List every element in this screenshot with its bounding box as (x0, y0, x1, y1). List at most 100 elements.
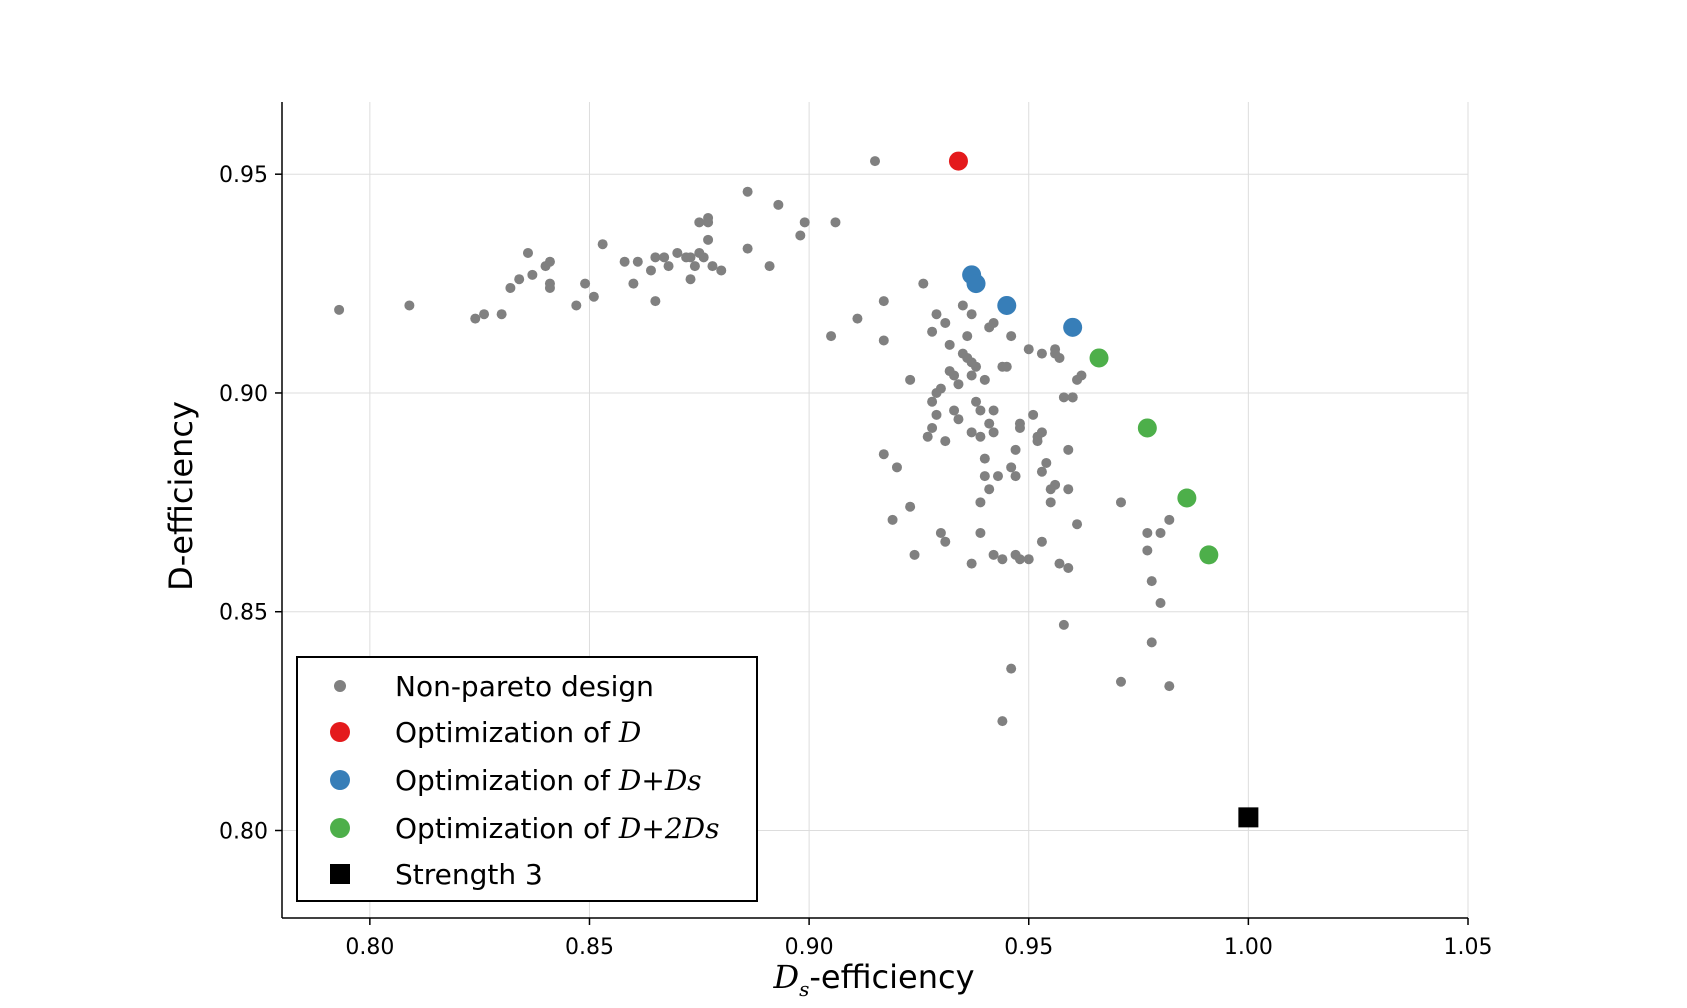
non-pareto-point (1058, 619, 1069, 630)
non-pareto-point (887, 514, 898, 525)
x-tick-label: 0.80 (345, 935, 394, 960)
x-axis-ticks: 0.80 0.85 0.90 0.95 1.00 1.05 (345, 918, 1492, 960)
non-pareto-point (1028, 409, 1039, 420)
legend-label-math: D+2Ds (618, 812, 720, 845)
axes (281, 102, 1468, 919)
non-pareto-point (966, 558, 977, 569)
legend-label: Strength 3 (395, 858, 543, 891)
pareto-point (948, 151, 968, 171)
non-pareto-point (953, 379, 964, 390)
non-pareto-point (988, 405, 999, 416)
non-pareto-point (949, 405, 960, 416)
non-pareto-point (962, 331, 973, 342)
non-pareto-point (1006, 331, 1017, 342)
non-pareto-point (1142, 545, 1153, 556)
legend-label: Optimization of D+Ds (395, 764, 702, 797)
non-pareto-point (966, 370, 977, 381)
non-pareto-point (1146, 637, 1157, 648)
y-tick-label: 0.80 (219, 819, 268, 844)
x-axis-label-symbol: D (772, 958, 799, 996)
pareto-point (1089, 348, 1109, 368)
legend-label: Non-pareto design (395, 670, 654, 703)
non-pareto-point (1036, 427, 1047, 438)
non-pareto-point (588, 291, 599, 302)
non-pareto-point (931, 409, 942, 420)
non-pareto-point (957, 300, 968, 311)
legend-label-math: D (618, 716, 641, 749)
non-pareto-point (878, 335, 889, 346)
non-pareto-point (966, 427, 977, 438)
non-pareto-point (905, 374, 916, 385)
non-pareto-point (716, 265, 727, 276)
y-axis-ticks: 0.80 0.85 0.90 0.95 (219, 163, 282, 844)
non-pareto-point (1067, 392, 1078, 403)
non-pareto-point (795, 230, 806, 241)
non-pareto-point (979, 471, 990, 482)
y-tick-label: 0.90 (219, 382, 268, 407)
non-pareto-point (975, 497, 986, 508)
legend-label: Optimization of D (395, 716, 641, 749)
legend-marker-circle (330, 818, 350, 838)
non-pareto-point (694, 217, 705, 228)
non-pareto-point (935, 383, 946, 394)
non-pareto-point (1014, 418, 1025, 429)
non-pareto-point (1014, 554, 1025, 565)
non-pareto-point (909, 549, 920, 560)
pareto-point (966, 274, 986, 294)
non-pareto-point (1164, 514, 1175, 525)
non-pareto-point (742, 243, 753, 254)
non-pareto-point (1006, 462, 1017, 473)
x-axis-label-subscript: s (799, 977, 809, 1001)
legend-marker-small (334, 680, 346, 692)
non-pareto-point (979, 374, 990, 385)
x-tick-label: 0.95 (1004, 935, 1053, 960)
non-pareto-point (685, 274, 696, 285)
non-pareto-point (632, 256, 643, 267)
pareto-point (1199, 545, 1219, 565)
y-tick-label: 0.95 (219, 163, 268, 188)
non-pareto-point (1023, 554, 1034, 565)
non-pareto-point (799, 217, 810, 228)
non-pareto-point (997, 716, 1008, 727)
non-pareto-point (522, 247, 533, 258)
legend-marker-circle (330, 722, 350, 742)
non-pareto-point (334, 304, 345, 315)
y-axis-label: D-efficiency (162, 401, 200, 591)
non-pareto-point (992, 471, 1003, 482)
pareto-point (1177, 488, 1197, 508)
non-pareto-point (645, 265, 656, 276)
non-pareto-point (672, 247, 683, 258)
non-pareto-point (1036, 466, 1047, 477)
non-pareto-point (975, 431, 986, 442)
non-pareto-point (944, 339, 955, 350)
non-pareto-point (1045, 497, 1056, 508)
non-pareto-point (650, 252, 661, 263)
non-pareto-point (1115, 497, 1126, 508)
non-pareto-point (659, 252, 670, 263)
legend-label-text: Non-pareto design (395, 670, 654, 703)
non-pareto-point (663, 261, 674, 272)
non-pareto-point (1006, 663, 1017, 674)
non-pareto-point (1142, 527, 1153, 538)
non-pareto-point (479, 309, 490, 320)
legend: Non-pareto design Optimization of D Optimi… (296, 656, 758, 902)
non-pareto-point (698, 252, 709, 263)
non-pareto-point (764, 261, 775, 272)
non-pareto-point (922, 431, 933, 442)
legend-marker-square (330, 864, 350, 884)
non-pareto-point (878, 449, 889, 460)
non-pareto-point (927, 422, 938, 433)
non-pareto-point (927, 396, 938, 407)
non-pareto-point (685, 252, 696, 263)
strength3-point (1238, 807, 1259, 828)
non-pareto-point (628, 278, 639, 289)
non-pareto-point (940, 317, 951, 328)
data-points (334, 151, 1259, 828)
legend-label: Optimization of D+2Ds (395, 812, 719, 845)
non-pareto-point (984, 418, 995, 429)
non-pareto-point (1155, 527, 1166, 538)
non-pareto-point (544, 256, 555, 267)
non-pareto-point (905, 501, 916, 512)
non-pareto-point (870, 156, 880, 167)
